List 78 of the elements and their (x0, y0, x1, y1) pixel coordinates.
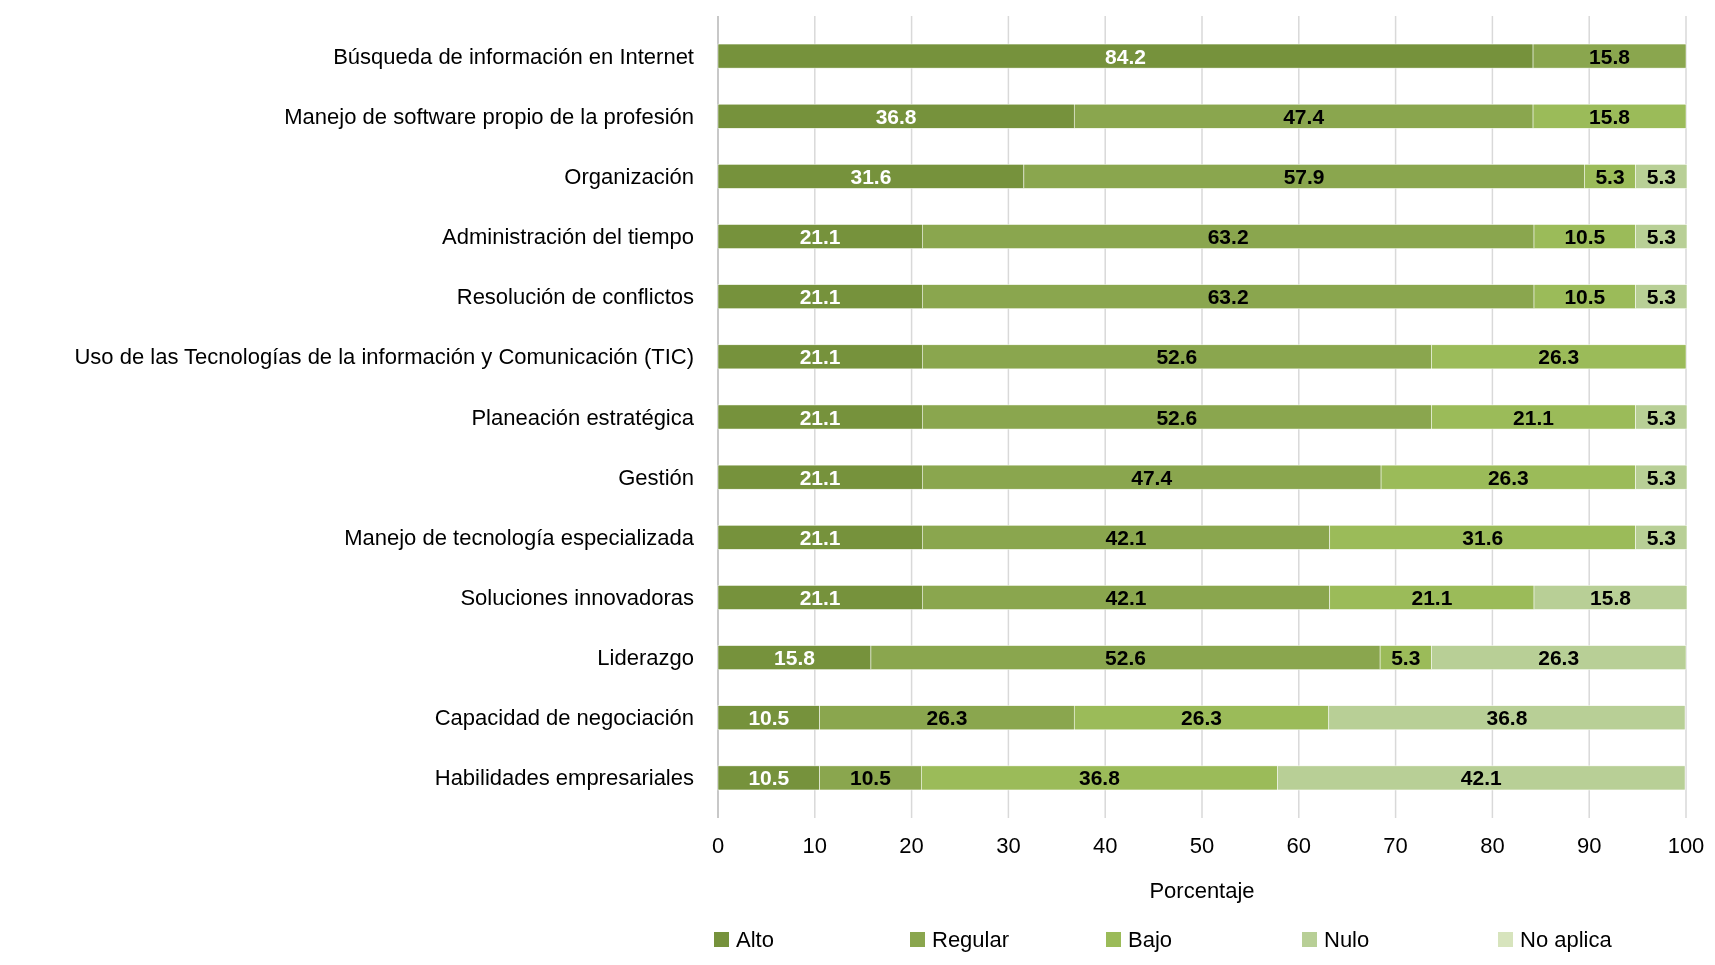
data-label: 42.1 (1460, 766, 1503, 790)
y-tick-label: Capacidad de negociación (434, 705, 694, 731)
data-label: 36.8 (1078, 766, 1121, 790)
data-label: 21.1 (799, 465, 841, 489)
data-label: 5.3 (1595, 164, 1625, 188)
x-tick-label: 20 (899, 833, 924, 858)
data-label: 10.5 (748, 766, 790, 790)
data-label: 21.1 (799, 225, 841, 249)
x-axis-title: Porcentaje (1149, 878, 1255, 903)
y-tick-label: Habilidades empresariales (434, 765, 694, 791)
y-tick-label: Uso de las Tecnologías de la información y Comunicación (TIC) (74, 344, 694, 370)
data-label: 36.8 (875, 104, 917, 128)
x-tick-label: 10 (802, 833, 828, 858)
y-tick-label: Planeación estratégica (471, 404, 695, 430)
legend-label: No aplica (1520, 927, 1613, 952)
data-label: 10.5 (1564, 225, 1606, 249)
data-label: 5.3 (1646, 164, 1676, 188)
legend-label: Alto (736, 927, 774, 952)
data-label: 63.2 (1207, 225, 1249, 249)
y-tick-label: Resolución de conflictos (456, 284, 694, 310)
legend-label: Bajo (1128, 927, 1173, 952)
y-tick-label: Soluciones innovadoras (460, 584, 694, 610)
data-label: 47.4 (1283, 104, 1325, 128)
data-label: 31.6 (1462, 525, 1504, 549)
data-label: 26.3 (926, 706, 968, 730)
y-tick-label: Manejo de software propio de la profesión (284, 103, 694, 129)
data-label: 21.1 (799, 345, 841, 369)
data-label: 26.3 (1181, 706, 1222, 730)
x-tick-label: 100 (1667, 833, 1705, 858)
x-tick-label: 40 (1092, 833, 1118, 858)
legend-label: Regular (932, 927, 1010, 952)
data-label: 36.8 (1486, 706, 1528, 730)
data-label: 5.3 (1646, 465, 1676, 489)
data-label: 21.1 (799, 405, 841, 429)
x-tick-label: 90 (1576, 833, 1602, 858)
y-tick-label: Organización (564, 163, 694, 189)
x-tick-label: 60 (1286, 833, 1312, 858)
data-label: 5.3 (1646, 285, 1676, 309)
x-tick-label: 50 (1189, 833, 1215, 858)
data-label: 26.3 (1487, 465, 1529, 489)
data-label: 21.1 (799, 525, 841, 549)
data-label: 52.6 (1105, 646, 1146, 670)
data-label: 52.6 (1156, 405, 1198, 429)
y-tick-label: Gestión (618, 464, 694, 490)
data-label: 15.8 (774, 646, 816, 670)
y-tick-label: Administración del tiempo (442, 224, 694, 250)
legend-label: Nulo (1324, 927, 1370, 952)
data-label: 47.4 (1131, 465, 1173, 489)
data-label: 21.1 (1411, 585, 1453, 609)
data-label: 5.3 (1391, 646, 1421, 670)
data-label: 5.3 (1646, 225, 1676, 249)
data-label: 10.5 (850, 766, 892, 790)
data-label: 63.2 (1207, 285, 1249, 309)
data-label: 10.5 (1564, 285, 1606, 309)
x-tick-label: 70 (1383, 833, 1408, 858)
data-label: 21.1 (1513, 405, 1555, 429)
data-label: 21.1 (799, 285, 841, 309)
data-label: 31.6 (850, 164, 892, 188)
x-tick-label: 30 (996, 833, 1021, 858)
data-label: 52.6 (1156, 345, 1198, 369)
data-label: 15.8 (1589, 44, 1631, 68)
y-tick-label: Liderazgo (597, 645, 694, 671)
x-tick-label: 80 (1480, 833, 1505, 858)
data-label: 84.2 (1105, 44, 1146, 68)
data-label: 21.1 (799, 585, 841, 609)
data-label: 10.5 (748, 706, 790, 730)
data-label: 42.1 (1105, 585, 1147, 609)
data-label: 5.3 (1646, 525, 1676, 549)
data-label: 57.9 (1283, 164, 1325, 188)
data-label: 15.8 (1590, 585, 1632, 609)
y-tick-label: Búsqueda de información en Internet (333, 43, 694, 69)
data-label: 42.1 (1105, 525, 1147, 549)
y-tick-label: Manejo de tecnología especializada (344, 524, 695, 550)
data-label: 26.3 (1538, 646, 1580, 670)
data-label: 26.3 (1538, 345, 1580, 369)
data-label: 5.3 (1646, 405, 1676, 429)
x-tick-label: 0 (711, 833, 725, 858)
data-label: 15.8 (1589, 104, 1631, 128)
